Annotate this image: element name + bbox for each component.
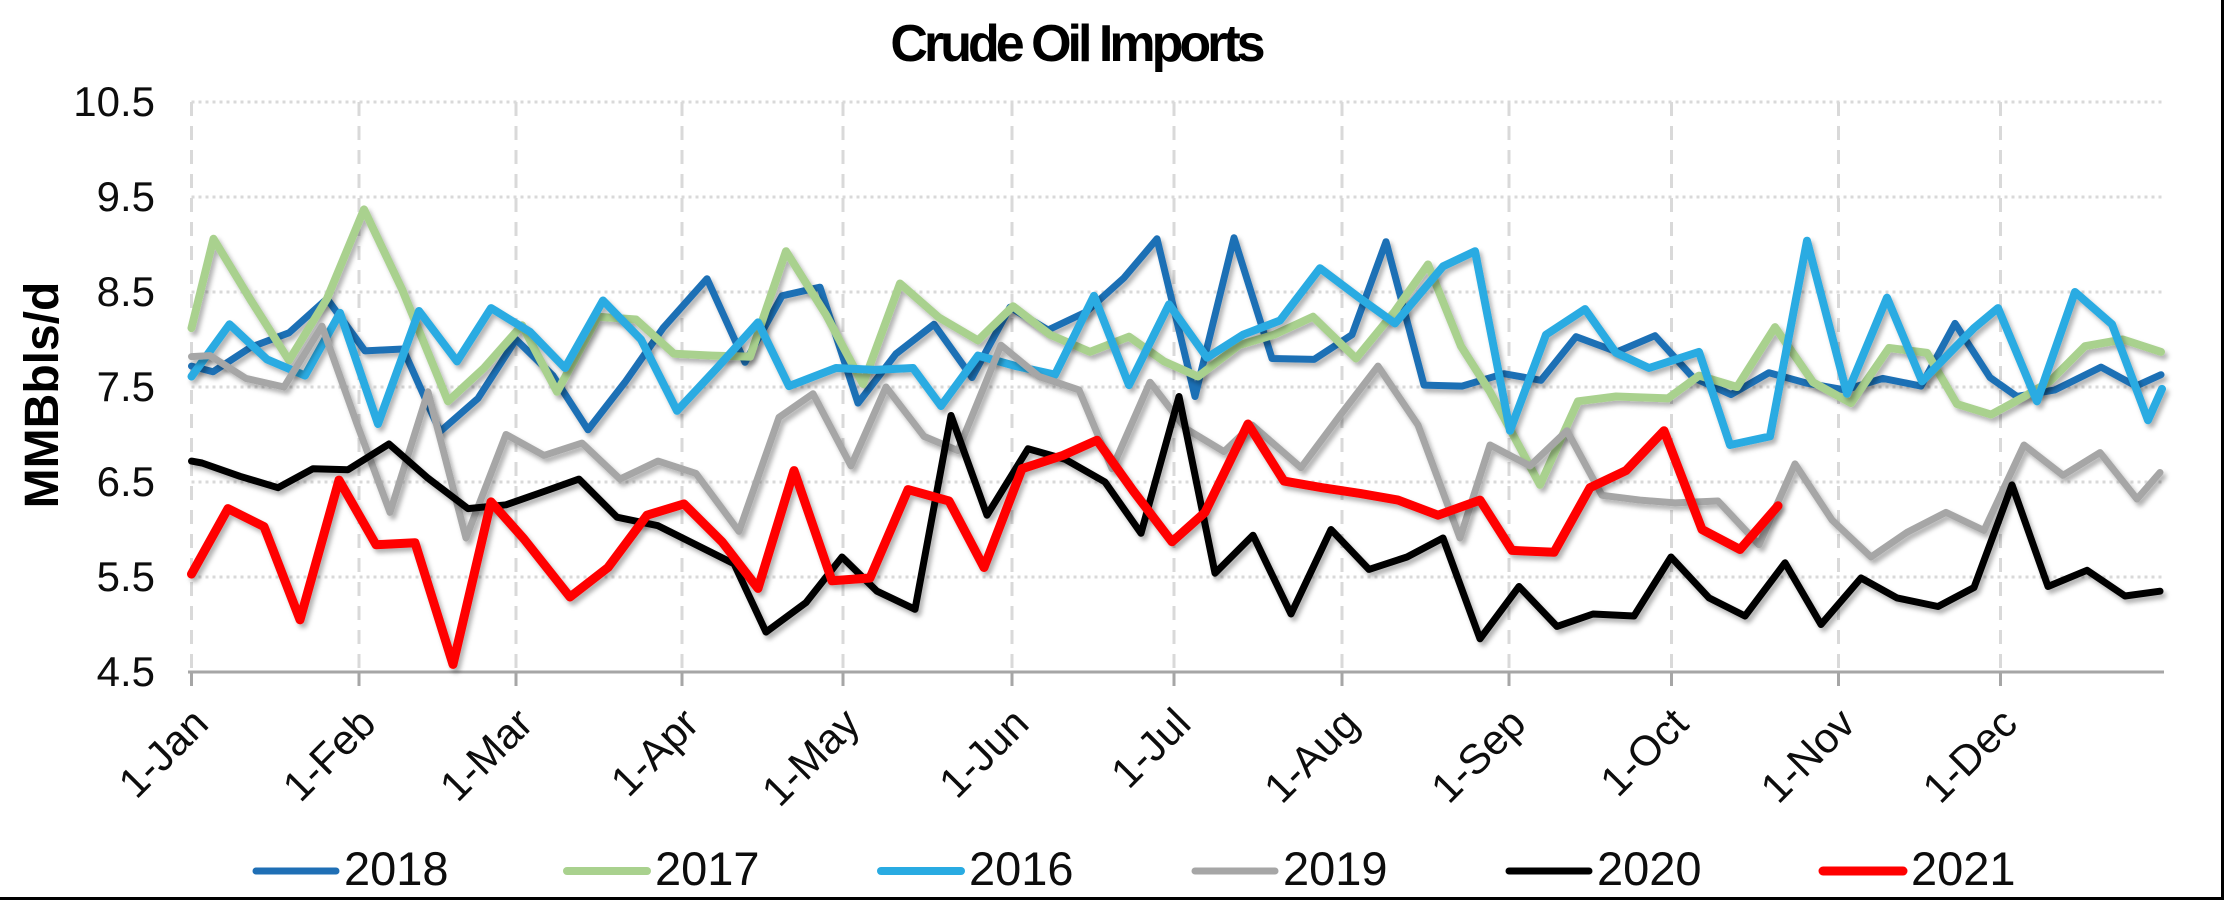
svg-text:4.5: 4.5 [97, 648, 155, 695]
svg-text:8.5: 8.5 [97, 268, 155, 315]
svg-text:2019: 2019 [1283, 842, 1388, 895]
svg-text:10.5: 10.5 [73, 78, 155, 125]
svg-text:2021: 2021 [1911, 842, 2016, 895]
svg-text:Crude Oil Imports: Crude Oil Imports [890, 15, 1263, 73]
svg-text:2016: 2016 [969, 842, 1074, 895]
svg-text:9.5: 9.5 [97, 173, 155, 220]
svg-text:2018: 2018 [344, 842, 449, 895]
svg-text:2020: 2020 [1597, 842, 1702, 895]
svg-text:5.5: 5.5 [97, 553, 155, 600]
svg-text:7.5: 7.5 [97, 363, 155, 410]
svg-text:2017: 2017 [655, 842, 760, 895]
svg-text:6.5: 6.5 [97, 458, 155, 505]
svg-text:MMBbls/d: MMBbls/d [16, 282, 69, 509]
